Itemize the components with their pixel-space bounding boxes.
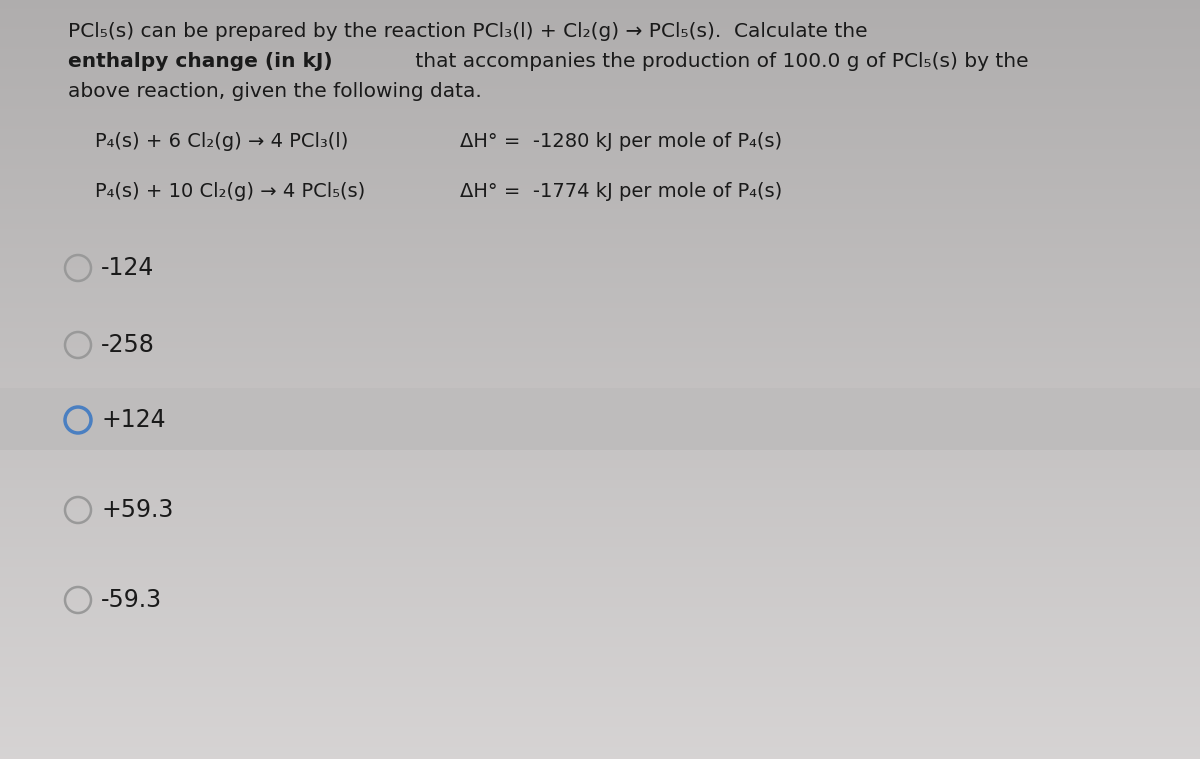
- Text: -258: -258: [101, 333, 155, 357]
- Text: ΔH° =  -1280 kJ per mole of P₄(s): ΔH° = -1280 kJ per mole of P₄(s): [460, 132, 782, 151]
- Text: ΔH° =  -1774 kJ per mole of P₄(s): ΔH° = -1774 kJ per mole of P₄(s): [460, 182, 782, 201]
- FancyBboxPatch shape: [0, 388, 1200, 450]
- Text: +124: +124: [101, 408, 166, 432]
- Text: -124: -124: [101, 256, 155, 280]
- Text: -59.3: -59.3: [101, 588, 162, 612]
- Text: +59.3: +59.3: [101, 498, 173, 522]
- Text: above reaction, given the following data.: above reaction, given the following data…: [68, 82, 481, 101]
- Text: P₄(s) + 6 Cl₂(g) → 4 PCl₃(l): P₄(s) + 6 Cl₂(g) → 4 PCl₃(l): [95, 132, 348, 151]
- Text: P₄(s) + 10 Cl₂(g) → 4 PCl₅(s): P₄(s) + 10 Cl₂(g) → 4 PCl₅(s): [95, 182, 365, 201]
- Text: enthalpy change (in kJ): enthalpy change (in kJ): [68, 52, 332, 71]
- Text: PCl₅(s) can be prepared by the reaction PCl₃(l) + Cl₂(g) → PCl₅(s).  Calculate t: PCl₅(s) can be prepared by the reaction …: [68, 22, 868, 41]
- Text: that accompanies the production of 100.0 g of PCl₅(s) by the: that accompanies the production of 100.0…: [409, 52, 1030, 71]
